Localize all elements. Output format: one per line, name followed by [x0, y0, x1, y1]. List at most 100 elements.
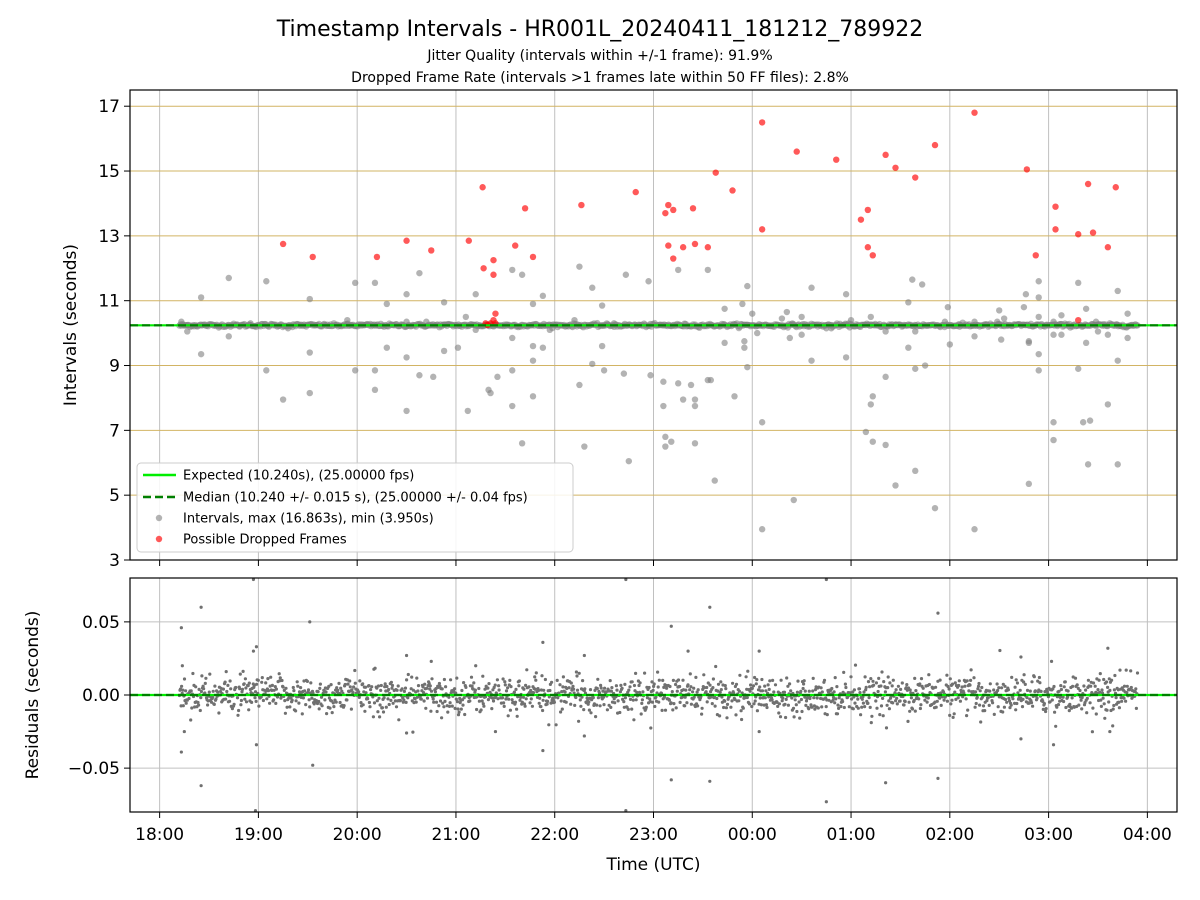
residual-point: [236, 713, 240, 717]
residual-point: [435, 709, 439, 714]
interval-point: [403, 318, 410, 325]
interval-point: [1050, 419, 1057, 426]
y-tick-label: 7: [109, 421, 120, 441]
dropped-frame-point: [793, 148, 800, 155]
residual-point: [824, 800, 828, 804]
residual-point: [1079, 698, 1083, 702]
residual-point: [397, 718, 401, 722]
residual-point: [378, 703, 382, 707]
residual-point: [1030, 680, 1034, 684]
residual-point: [655, 691, 659, 695]
interval-point: [306, 349, 313, 356]
interval-point: [798, 331, 805, 338]
residual-point: [512, 690, 517, 694]
residual-point: [472, 681, 476, 685]
residual-point: [1091, 681, 1096, 685]
residual-point: [462, 681, 466, 685]
residual-point: [572, 687, 576, 691]
residual-point: [1124, 699, 1128, 703]
interval-point: [1084, 461, 1092, 468]
residual-point: [886, 675, 890, 679]
residual-point: [1061, 695, 1065, 699]
residual-point: [1080, 707, 1084, 711]
residual-point: [998, 648, 1002, 653]
residual-point: [837, 706, 841, 711]
legend-dropped-swatch: [155, 535, 163, 543]
residual-point: [761, 696, 765, 700]
residual-point: [304, 703, 308, 707]
residual-point: [686, 683, 690, 687]
residual-point: [413, 697, 417, 701]
residual-point: [811, 676, 815, 681]
residual-point: [731, 681, 735, 685]
residual-point: [866, 680, 871, 684]
residual-point: [547, 695, 551, 699]
residual-point: [182, 677, 187, 681]
residual-point: [503, 680, 507, 684]
residual-point: [786, 703, 791, 707]
residual-point: [1044, 707, 1048, 711]
residual-point: [366, 697, 370, 701]
residual-point: [760, 677, 764, 682]
residual-point: [454, 697, 458, 701]
residual-point: [1099, 704, 1103, 709]
residual-point: [824, 705, 828, 709]
dropped-frame-point: [1052, 226, 1059, 233]
residual-point: [700, 706, 704, 710]
residual-point: [681, 678, 685, 682]
residual-point: [361, 703, 365, 707]
legend-box: [136, 462, 574, 553]
residual-point: [907, 700, 911, 704]
residual-point: [903, 699, 907, 704]
residual-point: [575, 674, 579, 678]
residual-point: [766, 683, 770, 687]
residual-point: [842, 705, 846, 710]
residual-point: [996, 705, 1000, 709]
residual-point: [885, 703, 889, 707]
residual-point: [1003, 697, 1008, 702]
interval-point: [589, 360, 596, 368]
legend-label: Intervals, max (16.863s), min (3.950s): [183, 512, 434, 527]
residual-point: [880, 670, 884, 674]
residual-point: [884, 726, 889, 730]
residual-point: [711, 677, 716, 681]
residual-point: [1022, 673, 1026, 677]
residual-point: [1009, 703, 1013, 707]
residual-point: [1111, 707, 1115, 711]
residual-point: [1100, 688, 1104, 692]
dropped-frame-point: [279, 240, 287, 248]
residual-point: [214, 697, 218, 701]
residual-point: [281, 685, 285, 689]
interval-point: [598, 302, 606, 309]
residual-point: [481, 674, 485, 678]
interval-point: [842, 291, 850, 298]
residual-point: [357, 690, 361, 694]
residual-point: [1120, 686, 1124, 690]
residual-point: [887, 699, 891, 703]
residual-point: [398, 698, 402, 703]
residual-point: [191, 671, 195, 676]
residual-point: [1129, 669, 1133, 673]
residual-point: [461, 703, 465, 707]
residual-point: [256, 678, 260, 682]
residual-point: [689, 685, 693, 689]
intervals-panel: 3 5 7 9 11 13 15 17 Intervals (seconds) Expected …: [61, 89, 1178, 571]
residual-point: [837, 696, 841, 700]
residual-point: [381, 710, 386, 714]
interval-point: [1104, 331, 1112, 338]
residual-point: [541, 708, 545, 713]
residual-point: [671, 708, 675, 712]
interval-point: [711, 477, 718, 484]
interval-point: [1035, 313, 1042, 321]
interval-point: [571, 316, 578, 324]
residual-point: [996, 688, 1000, 693]
residual-point: [719, 688, 723, 692]
residual-point: [561, 675, 566, 679]
residual-point: [411, 688, 415, 692]
residual-point: [303, 689, 307, 693]
residual-point: [683, 704, 687, 708]
dropped-frame-point: [971, 109, 978, 116]
residual-point: [874, 699, 878, 703]
residual-point: [523, 704, 527, 708]
interval-point: [996, 307, 1003, 314]
